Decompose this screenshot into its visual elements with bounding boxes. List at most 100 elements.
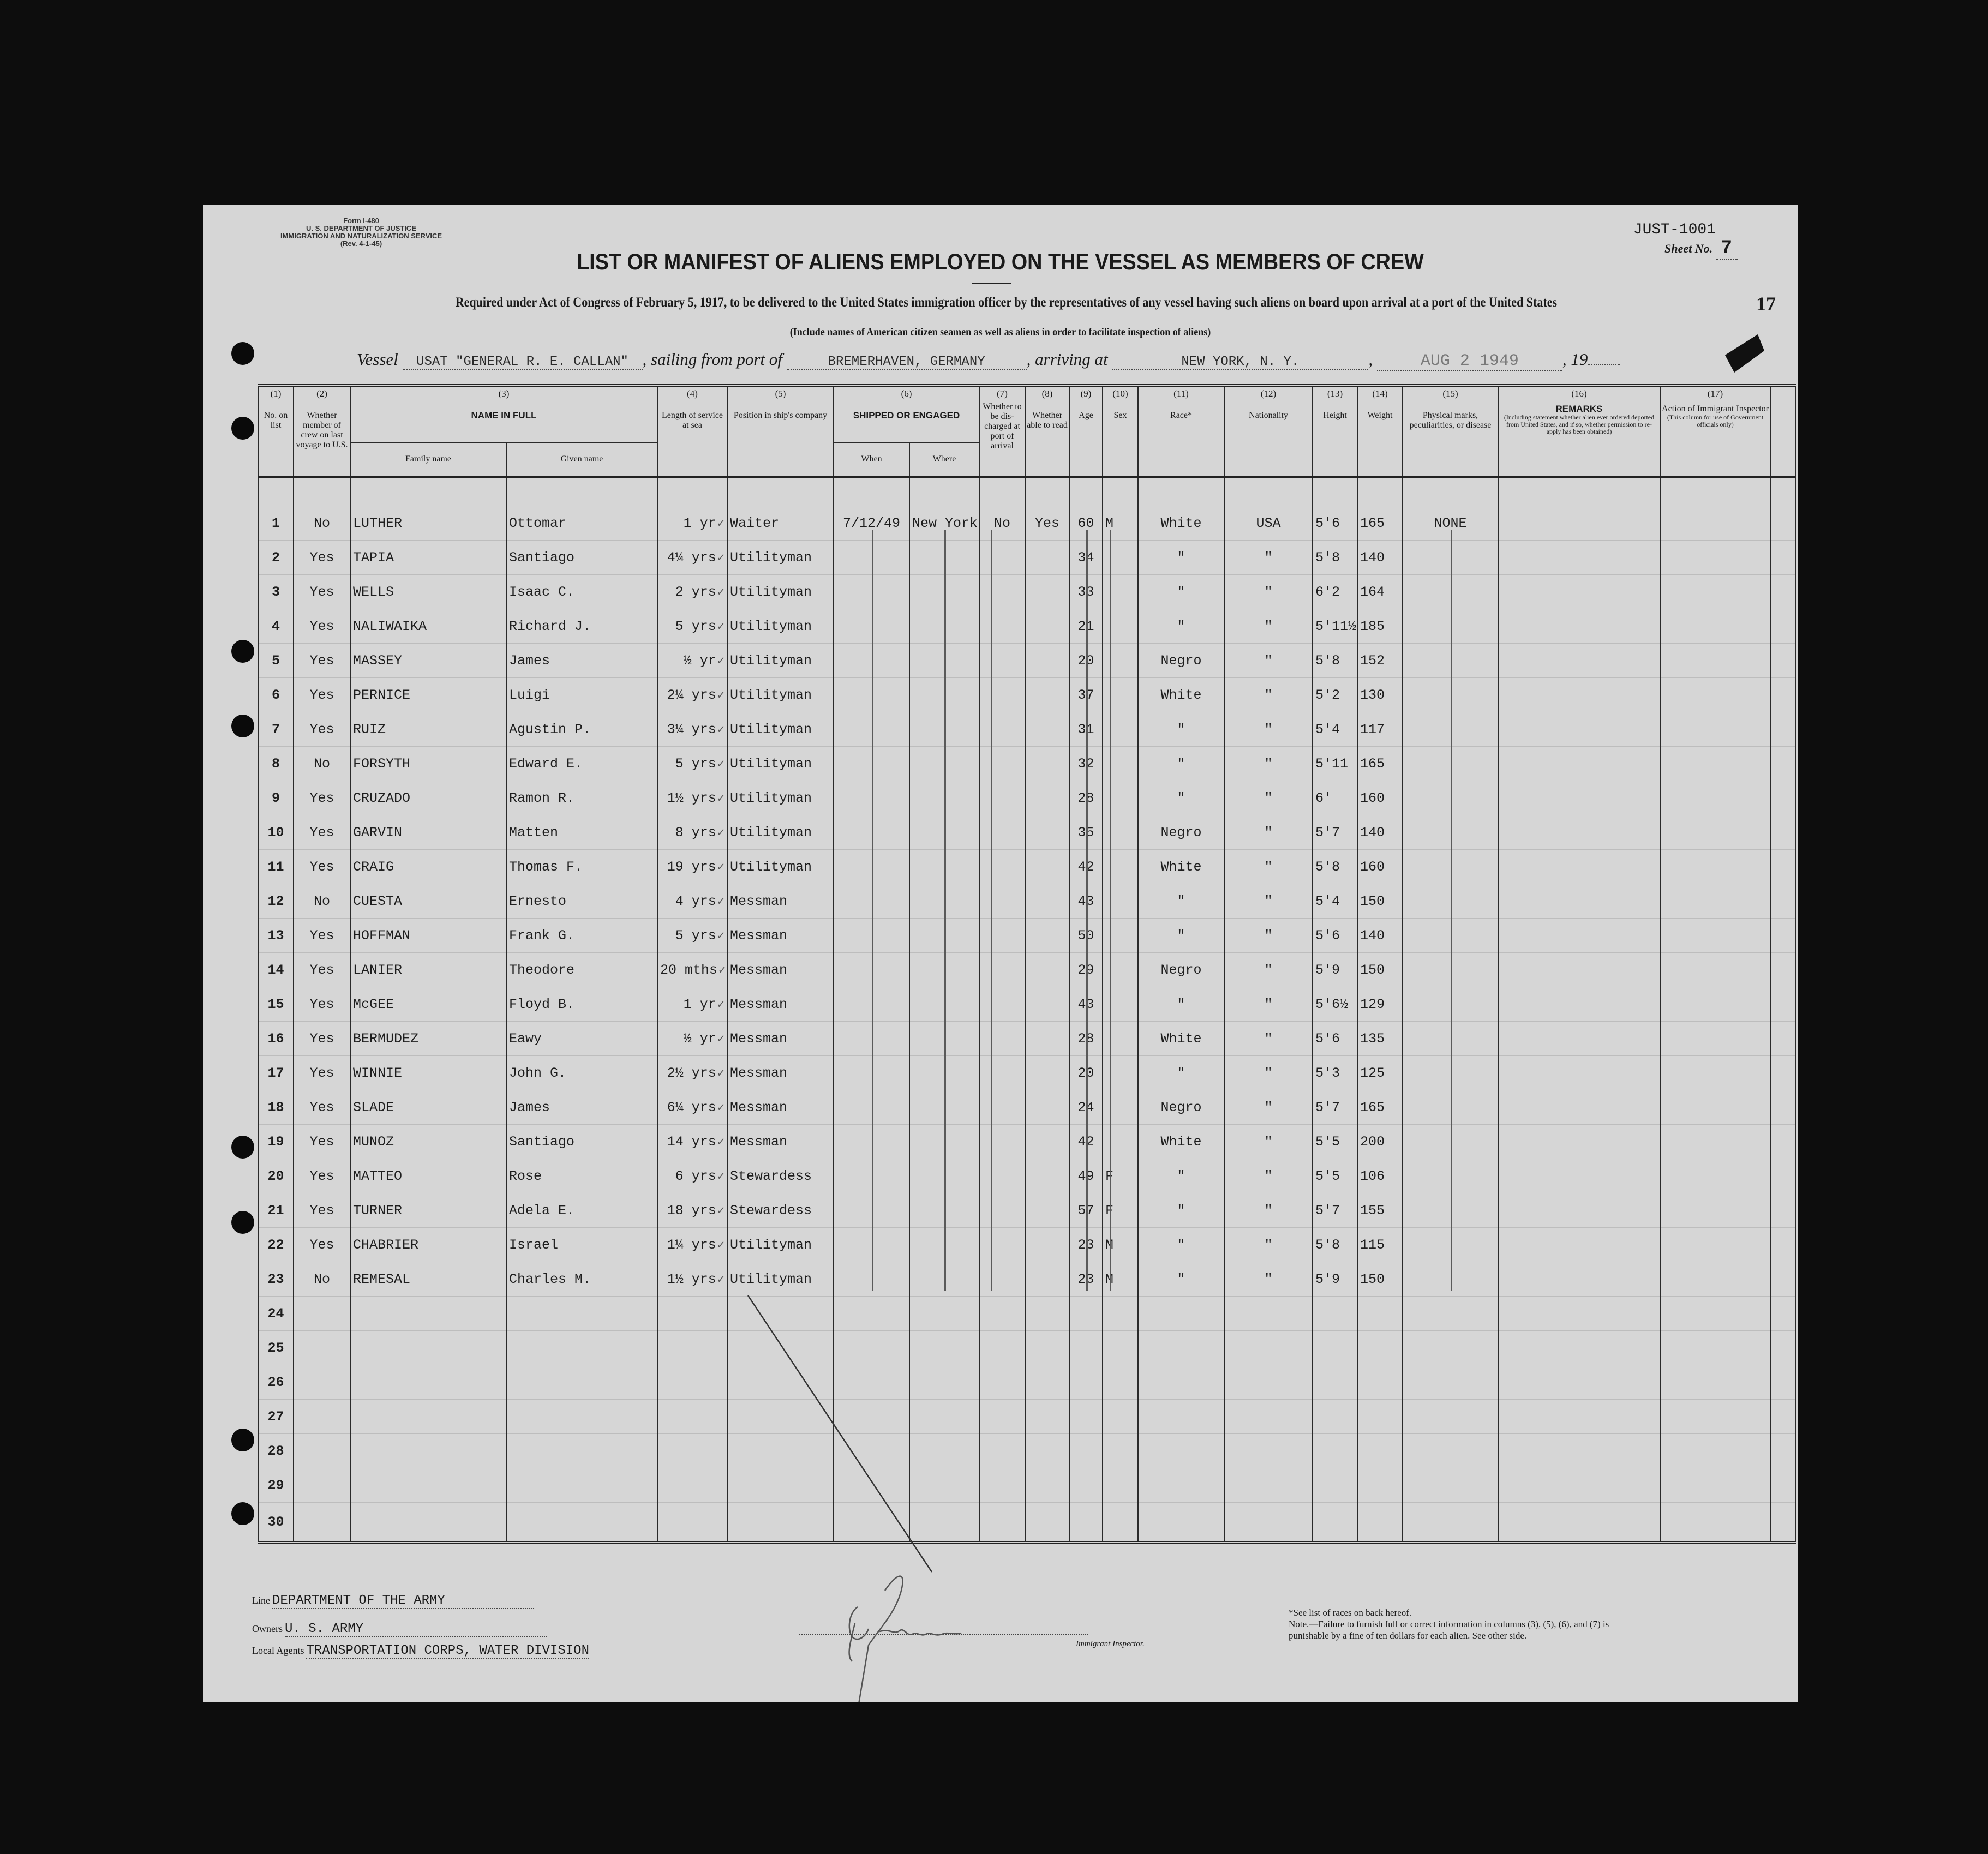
weight-cell: 125 bbox=[1357, 1055, 1404, 1090]
given-name-cell: James bbox=[506, 643, 658, 678]
inspector-action-cell bbox=[1660, 574, 1771, 609]
position-cell: Utilityman bbox=[727, 574, 834, 609]
weight-cell: 117 bbox=[1357, 712, 1404, 747]
header-col-7: (7) Whether to be dis-charged at port of … bbox=[979, 384, 1026, 478]
length-of-service-cell: ½ yr✓ bbox=[657, 643, 728, 678]
sex-cell bbox=[1102, 1055, 1139, 1090]
family-name-cell: HOFFMAN bbox=[350, 918, 507, 953]
discharged-cell bbox=[979, 1468, 1026, 1503]
height-cell: 5'7 bbox=[1312, 1193, 1358, 1228]
agents-label: Local Agents bbox=[252, 1645, 304, 1656]
check-mark-icon: ✓ bbox=[717, 517, 724, 531]
nationality-cell: " bbox=[1224, 540, 1314, 575]
able-to-read-cell bbox=[1025, 1227, 1070, 1262]
family-name-cell: REMESAL bbox=[350, 1262, 507, 1297]
empty-cell bbox=[727, 477, 834, 506]
able-to-read-cell bbox=[1025, 1330, 1070, 1365]
remarks-cell bbox=[1498, 1124, 1661, 1159]
line-field: Line DEPARTMENT OF THE ARMY bbox=[252, 1593, 534, 1609]
height-cell: 5'4 bbox=[1312, 884, 1358, 919]
length-of-service-cell bbox=[657, 1468, 728, 1503]
race-cell bbox=[1137, 1330, 1225, 1365]
position-cell: Utilityman bbox=[727, 815, 834, 850]
inspector-action-cell bbox=[1660, 1468, 1771, 1503]
position-cell: Stewardess bbox=[727, 1193, 834, 1228]
crew-rows: 1 No LUTHER Ottomar 1 yr✓ Waiter 7/12/49 New Yo… bbox=[258, 477, 1797, 1544]
sex-cell bbox=[1102, 540, 1139, 575]
sex-cell bbox=[1102, 918, 1139, 953]
given-name-cell: Israel bbox=[506, 1227, 658, 1262]
length-of-service-cell: 1¼ yrs✓ bbox=[657, 1227, 728, 1262]
family-name-cell: TAPIA bbox=[350, 540, 507, 575]
position-cell bbox=[727, 1468, 834, 1503]
nationality-cell: " bbox=[1224, 574, 1314, 609]
height-cell bbox=[1312, 1365, 1358, 1400]
given-name-cell bbox=[506, 1433, 658, 1468]
race-cell: " bbox=[1137, 1262, 1225, 1297]
race-cell: Negro bbox=[1137, 643, 1225, 678]
remarks-cell bbox=[1498, 952, 1661, 987]
row-number-cell: 24 bbox=[258, 1296, 294, 1331]
sex-cell bbox=[1102, 849, 1139, 884]
previous-voyage-cell: Yes bbox=[293, 815, 351, 850]
inspector-action-cell bbox=[1660, 609, 1771, 644]
discharged-cell bbox=[979, 781, 1026, 815]
ditto-pencil-line bbox=[1110, 529, 1112, 1291]
signature-line bbox=[799, 1634, 1088, 1635]
sex-cell bbox=[1102, 815, 1139, 850]
header-col-blank bbox=[1770, 384, 1797, 478]
able-to-read-cell bbox=[1025, 1159, 1070, 1193]
row-number-cell: 21 bbox=[258, 1193, 294, 1228]
empty-cell bbox=[1770, 609, 1797, 644]
table-row: 29 bbox=[258, 1468, 1797, 1503]
empty-cell bbox=[1770, 1502, 1797, 1544]
inspector-action-cell bbox=[1660, 1090, 1771, 1125]
empty-cell bbox=[1137, 477, 1225, 506]
page-title: LIST OR MANIFEST OF ALIENS EMPLOYED ON T… bbox=[577, 249, 1424, 274]
check-mark-icon: ✓ bbox=[717, 895, 724, 909]
previous-voyage-cell: Yes bbox=[293, 712, 351, 747]
position-cell: Utilityman bbox=[727, 746, 834, 781]
inspector-action-cell bbox=[1660, 849, 1771, 884]
family-name-cell: WELLS bbox=[350, 574, 507, 609]
row-number-cell: 2 bbox=[258, 540, 294, 575]
age-cell bbox=[1069, 1330, 1104, 1365]
family-name-cell: LANIER bbox=[350, 952, 507, 987]
agents-field: Local Agents TRANSPORTATION CORPS, WATER… bbox=[252, 1643, 589, 1659]
race-cell: " bbox=[1137, 918, 1225, 953]
position-cell: Utilityman bbox=[727, 540, 834, 575]
empty-cell bbox=[293, 477, 351, 506]
page-number: 17 bbox=[1756, 293, 1776, 315]
check-mark-icon: ✓ bbox=[717, 688, 724, 703]
position-cell bbox=[727, 1296, 834, 1331]
length-of-service-cell: ½ yr✓ bbox=[657, 1021, 728, 1056]
length-of-service-cell bbox=[657, 1365, 728, 1400]
height-cell: 5'6 bbox=[1312, 918, 1358, 953]
remarks-cell bbox=[1498, 677, 1661, 712]
check-mark-icon: ✓ bbox=[717, 860, 724, 874]
nationality-cell: " bbox=[1224, 849, 1314, 884]
family-name-cell: NALIWAIKA bbox=[350, 609, 507, 644]
empty-cell bbox=[1770, 540, 1797, 575]
empty-cell bbox=[1069, 477, 1104, 506]
previous-voyage-cell: Yes bbox=[293, 952, 351, 987]
check-mark-icon: ✓ bbox=[717, 1135, 724, 1149]
check-mark-icon: ✓ bbox=[717, 1066, 724, 1081]
length-of-service-cell bbox=[657, 1399, 728, 1434]
sex-cell bbox=[1102, 609, 1139, 644]
previous-voyage-cell: Yes bbox=[293, 1193, 351, 1228]
race-cell: White bbox=[1137, 1021, 1225, 1056]
row-number-cell: 5 bbox=[258, 643, 294, 678]
sex-cell: F bbox=[1102, 1193, 1139, 1228]
sex-cell bbox=[1102, 574, 1139, 609]
empty-cell bbox=[1770, 677, 1797, 712]
inspector-action-cell bbox=[1660, 884, 1771, 919]
remarks-cell bbox=[1498, 918, 1661, 953]
position-cell: Utilityman bbox=[727, 1227, 834, 1262]
given-name-cell: Ottomar bbox=[506, 506, 658, 541]
given-name-cell bbox=[506, 1502, 658, 1544]
empty-cell bbox=[1770, 1399, 1797, 1434]
